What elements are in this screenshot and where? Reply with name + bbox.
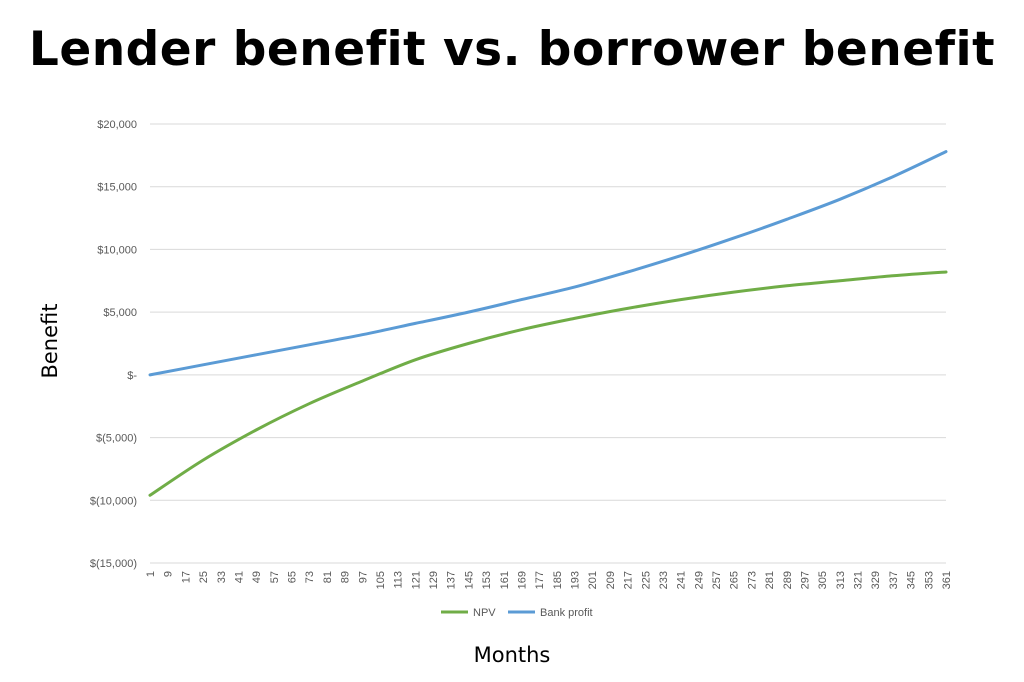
- series-line-npv: [148, 270, 948, 497]
- x-tick-label: 113: [393, 571, 405, 589]
- x-tick-label: 33: [216, 571, 228, 583]
- x-tick-label: 81: [322, 571, 334, 583]
- y-tick-label: $(10,000): [90, 495, 137, 507]
- legend-label: Bank profit: [540, 607, 593, 619]
- x-tick-label: 65: [287, 571, 299, 583]
- x-tick-label: 313: [835, 571, 847, 589]
- y-tick-label: $20,000: [97, 119, 137, 131]
- x-tick-label: 217: [623, 571, 635, 589]
- x-tick-label: 57: [269, 571, 281, 583]
- series-lines: [148, 150, 948, 497]
- x-tick-label: 153: [481, 571, 493, 589]
- x-tick-label: 73: [304, 571, 316, 583]
- x-tick-labels: 1 9 17 25 33 41 49 57 65 73 81 89 97 105 113 121 129 137 1…: [145, 571, 953, 589]
- x-tick-label: 89: [340, 571, 352, 583]
- x-tick-label: 249: [693, 571, 705, 589]
- x-tick-label: 177: [534, 571, 546, 589]
- chart-title: Lender benefit vs. borrower benefit: [28, 22, 996, 77]
- gridlines: [150, 123, 946, 564]
- x-tick-label: 289: [782, 571, 794, 589]
- x-tick-label: 201: [587, 571, 599, 589]
- x-tick-label: 49: [251, 571, 263, 583]
- y-axis-title: Benefit: [38, 303, 62, 378]
- legend: NPV Bank profit: [441, 607, 593, 619]
- x-tick-label: 169: [516, 571, 528, 589]
- x-tick-label: 353: [923, 571, 935, 589]
- x-tick-label: 305: [817, 571, 829, 589]
- x-tick-label: 281: [764, 571, 776, 589]
- x-tick-label: 121: [410, 571, 422, 589]
- x-tick-label: 17: [180, 571, 192, 583]
- y-tick-label: $(15,000): [90, 558, 137, 570]
- y-tick-label: $15,000: [97, 182, 137, 194]
- x-tick-label: 129: [428, 571, 440, 589]
- x-tick-label: 329: [870, 571, 882, 589]
- x-tick-label: 9: [163, 571, 175, 577]
- x-tick-label: 209: [605, 571, 617, 589]
- y-tick-label: $(5,000): [96, 433, 137, 445]
- x-tick-label: 145: [463, 571, 475, 589]
- x-tick-label: 337: [888, 571, 900, 589]
- x-tick-label: 241: [676, 571, 688, 589]
- x-tick-label: 97: [357, 571, 369, 583]
- x-tick-label: 297: [799, 571, 811, 589]
- x-tick-label: 345: [906, 571, 918, 589]
- y-tick-labels: $20,000 $15,000 $10,000 $5,000 $- $(5,000) $(1…: [90, 119, 137, 570]
- x-tick-label: 1: [145, 571, 157, 577]
- x-tick-label: 137: [446, 571, 458, 589]
- legend-label: NPV: [473, 607, 496, 619]
- y-tick-label: $10,000: [97, 244, 137, 256]
- series-line-bank-profit: [148, 150, 948, 377]
- x-tick-label: 321: [853, 571, 865, 589]
- x-tick-label: 25: [198, 571, 210, 583]
- x-tick-label: 273: [746, 571, 758, 589]
- x-tick-label: 105: [375, 571, 387, 589]
- x-tick-label: 193: [570, 571, 582, 589]
- x-tick-label: 265: [729, 571, 741, 589]
- x-tick-label: 233: [658, 571, 670, 589]
- x-tick-label: 361: [941, 571, 953, 589]
- y-tick-label: $5,000: [103, 307, 137, 319]
- x-axis-title: Months: [474, 643, 551, 667]
- x-tick-label: 225: [640, 571, 652, 589]
- y-tick-label: $-: [127, 370, 137, 382]
- x-tick-label: 161: [499, 571, 511, 589]
- x-tick-label: 257: [711, 571, 723, 589]
- x-tick-label: 185: [552, 571, 564, 589]
- x-tick-label: 41: [233, 571, 245, 583]
